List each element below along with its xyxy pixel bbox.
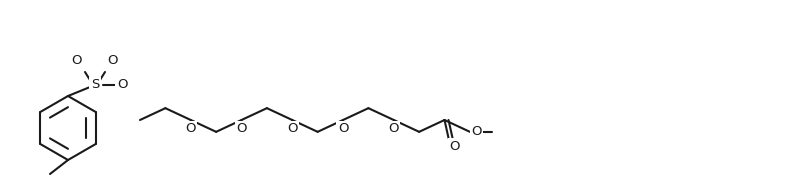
Text: O: O xyxy=(71,55,82,67)
Text: O: O xyxy=(449,139,460,153)
Text: O: O xyxy=(388,123,399,135)
Text: O: O xyxy=(236,123,247,135)
Text: O: O xyxy=(337,123,348,135)
Text: S: S xyxy=(91,78,99,92)
Text: O: O xyxy=(472,125,483,138)
Text: O: O xyxy=(186,123,196,135)
Text: O: O xyxy=(108,55,118,67)
Text: O: O xyxy=(287,123,298,135)
Text: O: O xyxy=(117,78,127,92)
